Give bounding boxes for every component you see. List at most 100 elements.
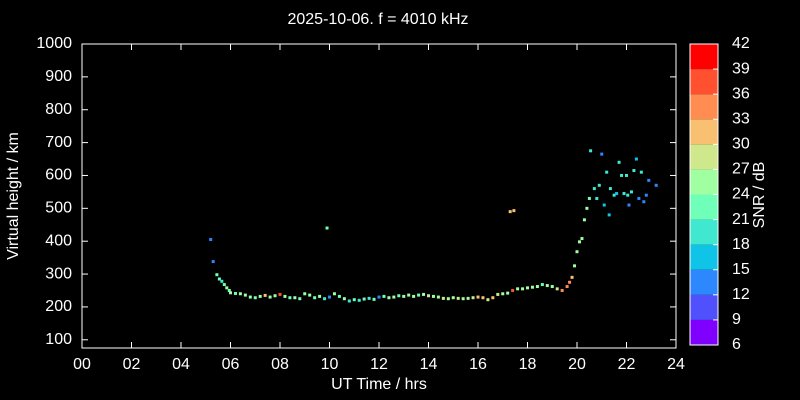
data-point <box>308 293 312 297</box>
colorbar-band <box>690 244 718 270</box>
data-point <box>303 292 307 296</box>
data-point <box>506 291 510 295</box>
data-point <box>357 298 361 302</box>
data-point <box>597 183 601 187</box>
y-tick-label: 200 <box>45 298 72 315</box>
x-tick-label: 08 <box>271 356 289 373</box>
data-point <box>441 296 445 300</box>
data-point <box>627 203 631 207</box>
data-point <box>550 285 554 289</box>
data-point <box>577 240 581 244</box>
data-point <box>248 295 252 299</box>
data-point <box>508 210 512 214</box>
data-point <box>530 285 534 289</box>
colorbar-tick-label: 42 <box>732 35 750 52</box>
data-point <box>491 296 495 300</box>
data-point <box>629 190 633 194</box>
data-point <box>227 288 231 292</box>
data-point <box>575 250 579 254</box>
colorbar-tick-label: 12 <box>732 286 750 303</box>
data-point <box>654 183 658 187</box>
colorbar-tick-label: 36 <box>732 85 750 102</box>
colorbar-band <box>690 119 718 145</box>
colorbar-band <box>690 94 718 120</box>
data-point <box>605 170 609 174</box>
data-point <box>211 260 215 264</box>
y-tick-label: 600 <box>45 167 72 184</box>
data-point <box>607 213 611 217</box>
data-point <box>446 297 450 301</box>
data-point <box>243 293 247 297</box>
x-tick-label: 10 <box>321 356 339 373</box>
y-tick-label: 900 <box>45 68 72 85</box>
colorbar-band <box>690 294 718 320</box>
data-point <box>592 187 596 191</box>
data-point <box>585 206 589 210</box>
data-point <box>560 288 564 292</box>
colorbar-tick-label: 18 <box>732 236 750 253</box>
colorbar-tick-label: 33 <box>732 110 750 127</box>
data-point <box>555 287 559 291</box>
y-tick-label: 800 <box>45 101 72 118</box>
data-point <box>639 170 643 174</box>
data-point <box>565 285 569 289</box>
data-point <box>325 226 329 230</box>
colorbar-tick-label: 6 <box>732 336 741 353</box>
data-point <box>332 292 336 296</box>
colorbar-band <box>690 219 718 245</box>
data-point <box>535 285 539 289</box>
x-tick-label: 24 <box>667 356 685 373</box>
y-tick-label: 1000 <box>36 35 72 52</box>
data-point <box>347 299 351 303</box>
y-tick-label: 700 <box>45 134 72 151</box>
data-point <box>570 275 574 279</box>
data-point <box>516 287 520 291</box>
data-point <box>568 280 572 284</box>
data-point <box>595 196 599 200</box>
data-point <box>417 293 421 297</box>
data-point <box>637 196 641 200</box>
data-point <box>622 192 626 196</box>
data-point <box>456 296 460 300</box>
data-point <box>233 291 237 295</box>
data-point <box>337 294 341 298</box>
data-point <box>288 296 292 300</box>
data-point <box>412 294 416 298</box>
data-point <box>222 283 226 287</box>
x-tick-label: 00 <box>73 356 91 373</box>
data-point <box>402 294 406 298</box>
data-point <box>476 295 480 299</box>
data-point <box>372 297 376 301</box>
data-point <box>209 238 213 242</box>
colorbar-tick-label: 21 <box>732 211 750 228</box>
data-point <box>545 284 549 288</box>
data-point <box>481 296 485 300</box>
data-point <box>367 296 371 300</box>
data-point <box>451 296 455 300</box>
chart-title: 2025-10-06. f = 4010 kHz <box>287 11 468 28</box>
data-point <box>217 277 221 281</box>
data-point <box>620 173 624 177</box>
data-point <box>461 297 465 301</box>
data-point <box>608 187 612 191</box>
x-tick-label: 06 <box>222 356 240 373</box>
data-point <box>220 279 224 283</box>
data-point <box>427 294 430 298</box>
data-point <box>283 294 287 298</box>
data-point <box>612 193 616 197</box>
x-tick-label: 12 <box>370 356 388 373</box>
x-tick-label: 16 <box>469 356 487 373</box>
data-point <box>382 294 386 298</box>
colorbar-band <box>690 269 718 295</box>
data-point <box>626 193 630 197</box>
x-tick-label: 04 <box>172 356 190 373</box>
x-tick-label: 14 <box>420 356 438 373</box>
data-point <box>471 296 475 300</box>
colorbar-tick-label: 15 <box>732 261 750 278</box>
y-tick-label: 100 <box>45 331 72 348</box>
x-tick-label: 18 <box>519 356 537 373</box>
data-point <box>328 295 331 299</box>
data-point <box>229 291 232 295</box>
data-point <box>422 292 426 296</box>
